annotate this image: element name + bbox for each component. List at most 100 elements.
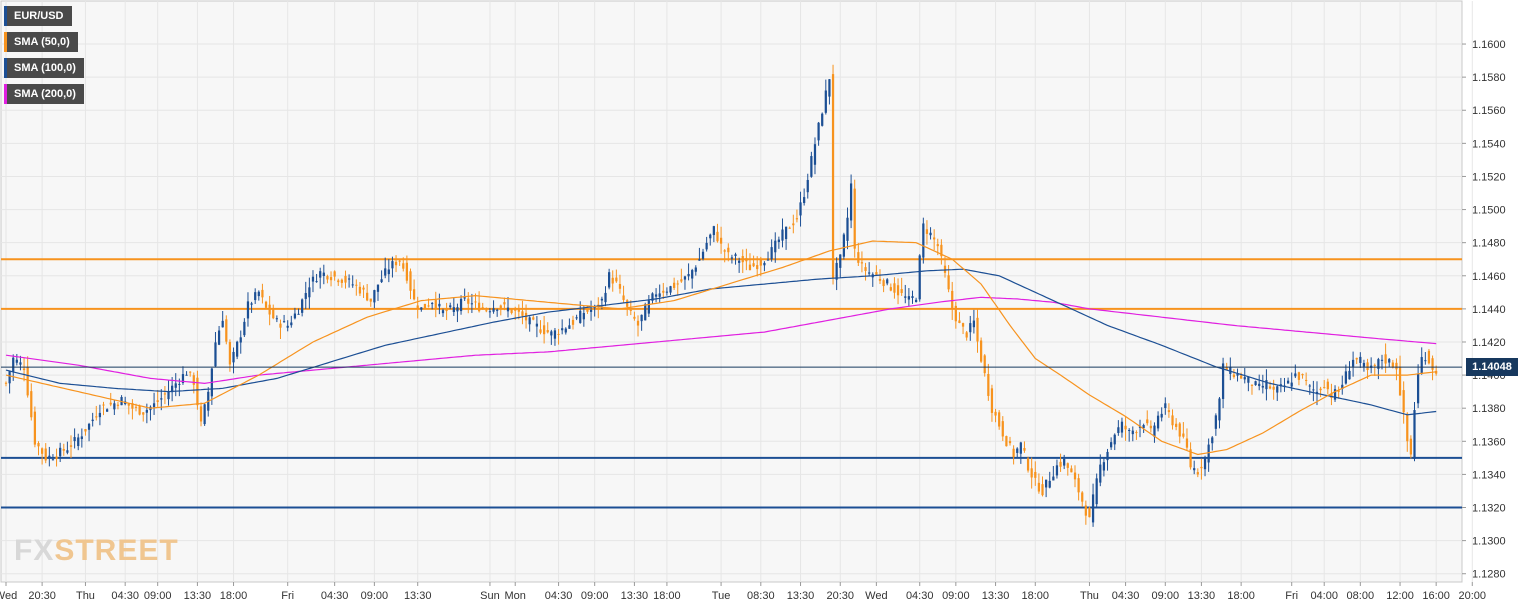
candle-body	[1008, 441, 1012, 444]
candle-body	[337, 280, 340, 283]
candle-body	[651, 293, 654, 301]
candle-body	[1398, 366, 1402, 396]
candle-body	[1243, 377, 1246, 380]
candle-body	[366, 292, 369, 301]
candle-body	[467, 298, 470, 304]
y-tick-label: 1.1320	[1472, 503, 1506, 515]
candle-body	[62, 448, 65, 451]
candle-body	[626, 300, 629, 307]
candle-body	[214, 342, 217, 367]
candle-body	[936, 244, 939, 247]
candle-body	[37, 442, 40, 447]
candle-body	[878, 278, 882, 281]
candle-body	[810, 156, 813, 177]
candle-body	[44, 448, 47, 461]
candle-body	[1066, 463, 1069, 468]
candle-body	[33, 411, 37, 445]
candle-body	[84, 429, 87, 432]
candle-body	[355, 284, 358, 286]
candle-body	[1106, 451, 1109, 461]
candle-body	[488, 311, 492, 313]
x-tick-label: 20:30	[28, 590, 56, 602]
candle-body	[784, 226, 788, 240]
candle-body	[95, 416, 98, 418]
candle-body	[961, 323, 965, 327]
candle-body	[622, 295, 625, 300]
candle-body	[954, 305, 957, 322]
x-tick-label: 18:00	[653, 590, 681, 602]
candle-body	[1229, 366, 1232, 374]
candle-body	[1149, 425, 1152, 429]
candle-body	[250, 303, 253, 305]
legend-item[interactable]: SMA (200,0)	[4, 84, 84, 104]
candle-body	[1409, 438, 1413, 455]
x-tick-label: 04:30	[111, 590, 139, 602]
candle-body	[1276, 386, 1279, 393]
candle-body	[373, 290, 376, 303]
candle-body	[420, 307, 423, 310]
candle-body	[987, 373, 990, 396]
candle-body	[568, 325, 571, 329]
candle-body	[1305, 379, 1308, 381]
candle-body	[969, 323, 972, 333]
candle-body	[113, 403, 116, 410]
candle-body	[474, 301, 477, 303]
candle-body	[979, 340, 983, 362]
x-tick-label: Thu	[1080, 590, 1099, 602]
candle-body	[640, 314, 643, 322]
candle-body	[994, 411, 997, 416]
candle-body	[347, 278, 351, 280]
candle-body	[600, 298, 604, 301]
candle-body	[654, 294, 658, 297]
candle-body	[239, 337, 242, 343]
candle-body	[940, 244, 943, 257]
candle-body	[542, 325, 546, 335]
x-tick-label: 09:00	[361, 590, 389, 602]
candle-body	[680, 279, 683, 282]
candle-body	[517, 308, 520, 312]
candle-body	[1189, 449, 1192, 468]
candle-body	[665, 291, 669, 293]
y-tick-label: 1.1340	[1472, 469, 1506, 481]
candle-body	[282, 321, 286, 323]
candle-body	[40, 448, 44, 454]
legend-item[interactable]: EUR/USD	[4, 6, 72, 26]
candle-body	[1037, 482, 1041, 492]
candle-body	[1337, 390, 1340, 392]
candle-body	[868, 272, 871, 274]
candle-body	[481, 307, 484, 309]
candle-body	[102, 404, 105, 406]
candle-body	[886, 279, 889, 284]
candle-body	[1095, 478, 1098, 505]
candle-body	[8, 371, 11, 384]
candle-body	[1326, 381, 1329, 390]
candle-body	[217, 330, 221, 345]
legend-item[interactable]: SMA (100,0)	[4, 58, 84, 78]
legend-item[interactable]: SMA (50,0)	[4, 32, 78, 52]
candle-body	[459, 298, 463, 312]
candle-body	[319, 271, 322, 278]
candle-body	[792, 223, 795, 226]
candle-body	[629, 309, 632, 311]
candle-body	[1406, 413, 1409, 442]
candle-body	[1091, 494, 1095, 523]
candle-body	[922, 223, 925, 258]
candle-body	[1308, 385, 1311, 387]
candle-body	[55, 456, 58, 460]
candle-body	[167, 391, 170, 400]
x-tick-label: Tue	[712, 590, 731, 602]
candle-body	[470, 303, 474, 305]
candle-body	[835, 262, 838, 280]
candle-body	[875, 272, 878, 275]
candle-body	[1113, 434, 1116, 445]
candle-body	[236, 341, 239, 357]
x-tick-label: 09:00	[144, 590, 172, 602]
x-tick-label: 18:00	[220, 590, 248, 602]
sma-50-line	[5, 240, 1437, 456]
candle-body	[1207, 444, 1210, 463]
candle-body	[1416, 373, 1420, 404]
candle-body	[225, 319, 228, 342]
candle-body	[539, 329, 542, 333]
candle-body	[301, 299, 304, 313]
candle-body	[199, 406, 203, 422]
